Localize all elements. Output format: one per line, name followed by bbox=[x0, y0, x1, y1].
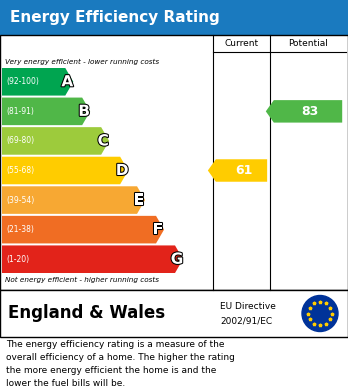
Text: 83: 83 bbox=[301, 105, 319, 118]
Text: EU Directive: EU Directive bbox=[220, 302, 276, 311]
Text: (21-38): (21-38) bbox=[6, 225, 34, 234]
Text: The energy efficiency rating is a measure of the
overall efficiency of a home. T: The energy efficiency rating is a measur… bbox=[6, 340, 235, 387]
Circle shape bbox=[302, 296, 338, 332]
Text: G: G bbox=[171, 252, 183, 267]
Text: Not energy efficient - higher running costs: Not energy efficient - higher running co… bbox=[5, 277, 159, 283]
Polygon shape bbox=[2, 68, 73, 95]
Bar bbox=[0, 290, 348, 337]
Polygon shape bbox=[2, 157, 128, 184]
Polygon shape bbox=[2, 246, 183, 273]
Text: (55-68): (55-68) bbox=[6, 166, 34, 175]
Bar bbox=[0, 35, 348, 290]
Text: B: B bbox=[78, 104, 90, 119]
Text: E: E bbox=[134, 193, 144, 208]
Polygon shape bbox=[2, 186, 145, 214]
Text: C: C bbox=[97, 133, 109, 149]
Polygon shape bbox=[208, 159, 267, 182]
Text: England & Wales: England & Wales bbox=[8, 305, 165, 323]
Text: (81-91): (81-91) bbox=[6, 107, 34, 116]
Text: Energy Efficiency Rating: Energy Efficiency Rating bbox=[10, 10, 220, 25]
Text: D: D bbox=[116, 163, 128, 178]
FancyBboxPatch shape bbox=[0, 0, 348, 35]
Text: A: A bbox=[62, 74, 73, 89]
Polygon shape bbox=[2, 98, 90, 125]
Text: Very energy efficient - lower running costs: Very energy efficient - lower running co… bbox=[5, 59, 159, 65]
Text: 61: 61 bbox=[235, 164, 252, 177]
Text: (69-80): (69-80) bbox=[6, 136, 34, 145]
Text: Current: Current bbox=[224, 39, 259, 48]
Text: Potential: Potential bbox=[288, 39, 328, 48]
Polygon shape bbox=[266, 100, 342, 123]
Text: F: F bbox=[153, 222, 163, 237]
Text: (1-20): (1-20) bbox=[6, 255, 29, 264]
Polygon shape bbox=[2, 127, 109, 155]
Polygon shape bbox=[2, 216, 164, 244]
Text: (92-100): (92-100) bbox=[6, 77, 39, 86]
Text: 2002/91/EC: 2002/91/EC bbox=[220, 316, 272, 325]
Text: (39-54): (39-54) bbox=[6, 196, 34, 204]
